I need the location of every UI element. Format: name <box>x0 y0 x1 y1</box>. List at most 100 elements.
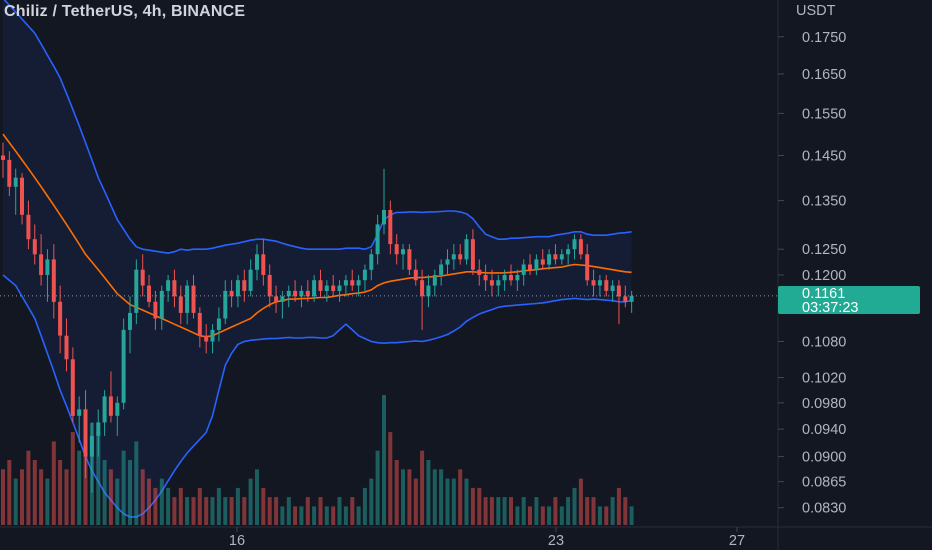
volume-bar <box>426 460 431 525</box>
candle-body <box>362 269 367 281</box>
volume-bar <box>223 497 228 525</box>
candle-body <box>172 280 177 297</box>
candle-body <box>439 264 444 275</box>
candle <box>7 151 12 196</box>
candle-countdown: 03:37:23 <box>802 300 859 316</box>
volume-bar <box>547 506 552 525</box>
candle <box>610 280 615 302</box>
candle-body <box>96 422 101 436</box>
candle <box>255 244 259 281</box>
candle <box>172 269 177 308</box>
time-tick-label: 16 <box>229 533 245 549</box>
volume-bar <box>45 478 50 525</box>
volume-bar <box>382 395 386 525</box>
volume-bar <box>121 450 126 525</box>
candle <box>356 275 361 297</box>
volume-bar <box>401 469 405 525</box>
volume-bar <box>77 450 82 525</box>
volume-bar <box>496 497 501 525</box>
volume-bar <box>489 497 494 525</box>
candle-body <box>432 275 437 286</box>
candle <box>343 275 348 297</box>
time-axis[interactable]: 16 23 27 <box>229 527 745 549</box>
candle-body <box>197 312 202 336</box>
candle <box>32 224 37 265</box>
candle-body <box>229 290 234 297</box>
volume-bar <box>204 497 209 525</box>
volume-bar <box>464 478 469 525</box>
candle-body <box>102 396 107 423</box>
volume-bar <box>413 478 418 525</box>
volume-bar <box>13 478 18 525</box>
candle-body <box>547 254 552 265</box>
volume-bar <box>108 469 113 525</box>
volume-bar <box>350 497 355 525</box>
volume-bar <box>616 487 621 525</box>
candle <box>515 269 520 291</box>
candle <box>553 244 558 265</box>
candle-body <box>185 285 190 313</box>
bollinger-fill-area <box>3 0 632 517</box>
candle <box>223 280 228 325</box>
volume-bar <box>362 487 367 525</box>
candle <box>407 244 412 275</box>
volume-bar <box>299 506 304 525</box>
volume-bar <box>261 487 266 525</box>
candle <box>286 285 291 308</box>
candle <box>51 244 56 319</box>
price-axis-unit: USDT <box>796 3 836 19</box>
volume-bar <box>324 506 329 525</box>
candle <box>312 275 317 302</box>
candle-body <box>337 285 342 291</box>
candle-body <box>293 290 298 297</box>
volume-bar <box>445 478 450 525</box>
candle-body <box>1 155 5 160</box>
candle <box>45 249 50 302</box>
candle <box>623 285 628 308</box>
candle-body <box>223 290 228 319</box>
candle <box>210 324 215 354</box>
candle-body <box>458 254 463 260</box>
volume-bar <box>58 460 63 525</box>
candle-body <box>591 280 596 286</box>
candle-body <box>407 249 412 270</box>
price-tick-label: 0.1350 <box>802 194 846 210</box>
candle <box>70 347 75 423</box>
volume-bar <box>553 497 558 525</box>
candle <box>102 390 107 436</box>
candle <box>451 244 456 270</box>
candle-body <box>388 210 393 245</box>
price-tick-label: 0.1450 <box>802 149 846 165</box>
candle-body <box>83 409 88 457</box>
candle <box>178 285 183 325</box>
candle <box>382 168 386 235</box>
price-tick-label: 0.1080 <box>802 334 846 350</box>
volume-bar <box>39 469 44 525</box>
candle-body <box>147 285 151 302</box>
candle <box>89 422 94 493</box>
volume-bar <box>185 497 190 525</box>
price-tick-label: 0.1650 <box>802 67 846 83</box>
candle-body <box>420 280 425 297</box>
bollinger-basis-line <box>2 133 632 338</box>
volume-bar <box>229 497 234 525</box>
candle-body <box>604 280 609 291</box>
candle <box>413 259 418 286</box>
candle-body <box>324 285 329 291</box>
candle <box>121 318 126 410</box>
candle-body <box>553 254 558 260</box>
candle-body <box>45 259 50 275</box>
price-axis[interactable]: 0.1750 0.1650 0.1550 0.1450 0.1350 0.1250 0.12… <box>778 30 846 517</box>
candle <box>58 285 63 354</box>
volume-bar <box>470 487 475 525</box>
candle-body <box>108 396 113 416</box>
candle <box>337 280 342 302</box>
candle-body <box>470 239 475 270</box>
candle-body <box>210 329 215 342</box>
candle <box>248 259 253 297</box>
candle-body <box>445 259 450 265</box>
candle <box>191 275 196 319</box>
candle-body <box>629 295 634 302</box>
